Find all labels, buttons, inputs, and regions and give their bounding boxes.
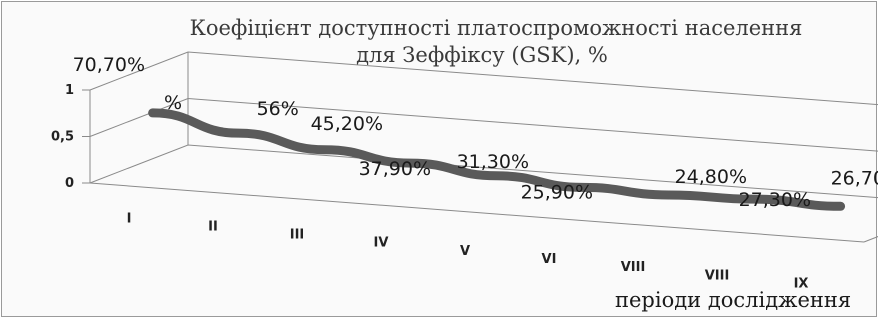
unit-fragment-label: % xyxy=(164,92,182,114)
x-category-label: III xyxy=(290,228,305,243)
x-category-label: VI xyxy=(542,252,557,267)
line-chart: Коефіцієнт доступності платоспроможності… xyxy=(2,2,878,318)
y-axis-ticks: 10,50 xyxy=(51,83,90,191)
chart-title-line-1: Коефіцієнт доступності платоспроможності… xyxy=(190,16,803,40)
chart-title-line-2: для Зеффіксу (GSK), % xyxy=(356,43,608,67)
x-axis-title: періоди дослідження xyxy=(615,288,851,312)
data-label: 31,30% xyxy=(457,151,529,173)
data-labels: 70,70%56%45,20%37,90%31,30%25,90%24,80%2… xyxy=(73,54,878,211)
data-label: 26,70% xyxy=(831,167,878,189)
data-label: 27,30% xyxy=(739,189,811,211)
x-category-label: V xyxy=(460,244,470,259)
x-category-label: VIII xyxy=(705,268,730,283)
y-tick-label: 0 xyxy=(65,176,74,191)
data-label: 25,90% xyxy=(521,181,593,203)
gridlines xyxy=(90,52,878,242)
y-tick-label: 1 xyxy=(65,83,74,98)
data-label: 70,70% xyxy=(73,54,145,76)
x-category-label: VIII xyxy=(621,260,646,275)
data-label: 56% xyxy=(257,98,299,120)
data-label: 24,80% xyxy=(675,166,747,188)
chart-frame: Коефіцієнт доступності платоспроможності… xyxy=(1,1,877,317)
y-tick-label: 0,5 xyxy=(51,130,74,145)
x-category-label: IV xyxy=(374,236,389,251)
x-category-label: II xyxy=(208,219,218,234)
floor-right-edge xyxy=(864,204,878,242)
x-category-label: I xyxy=(127,211,132,226)
data-label: 45,20% xyxy=(311,113,383,135)
data-label: 37,90% xyxy=(359,158,431,180)
